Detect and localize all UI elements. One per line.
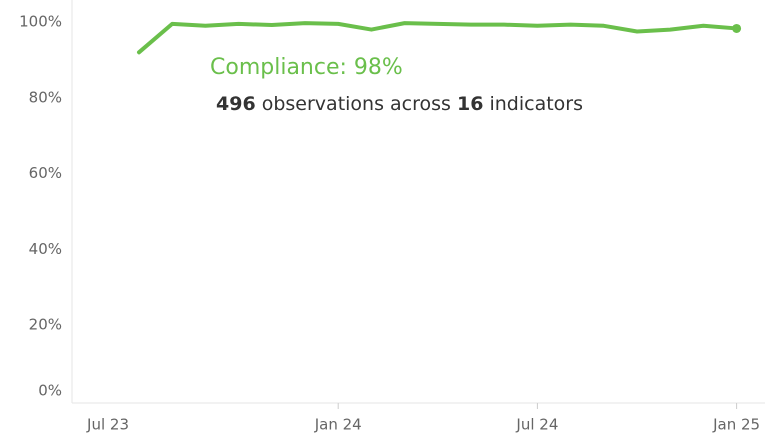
y-tick-label: 20%: [29, 316, 62, 334]
annotation-subtitle: 496 observations across 16 indicators: [216, 93, 583, 115]
indicators-label: indicators: [489, 93, 583, 115]
observations-label: observations across: [262, 93, 451, 115]
x-tick-label: Jan 25: [712, 416, 760, 434]
annotation-title: Compliance: 98%: [210, 55, 403, 80]
y-tick-label: 40%: [29, 240, 62, 258]
y-tick-label: 60%: [29, 164, 62, 182]
y-tick-label: 80%: [29, 88, 62, 106]
x-tick-label: Jul 23: [86, 416, 129, 434]
indicators-count: 16: [457, 93, 483, 115]
observations-count: 496: [216, 93, 256, 115]
line: [137, 21, 739, 55]
y-tick-label: 0%: [38, 382, 62, 400]
end-point: [732, 23, 742, 33]
y-tick-label: 100%: [19, 13, 62, 31]
x-tick-label: Jan 24: [314, 416, 362, 434]
x-tick-label: Jul 24: [515, 416, 558, 434]
